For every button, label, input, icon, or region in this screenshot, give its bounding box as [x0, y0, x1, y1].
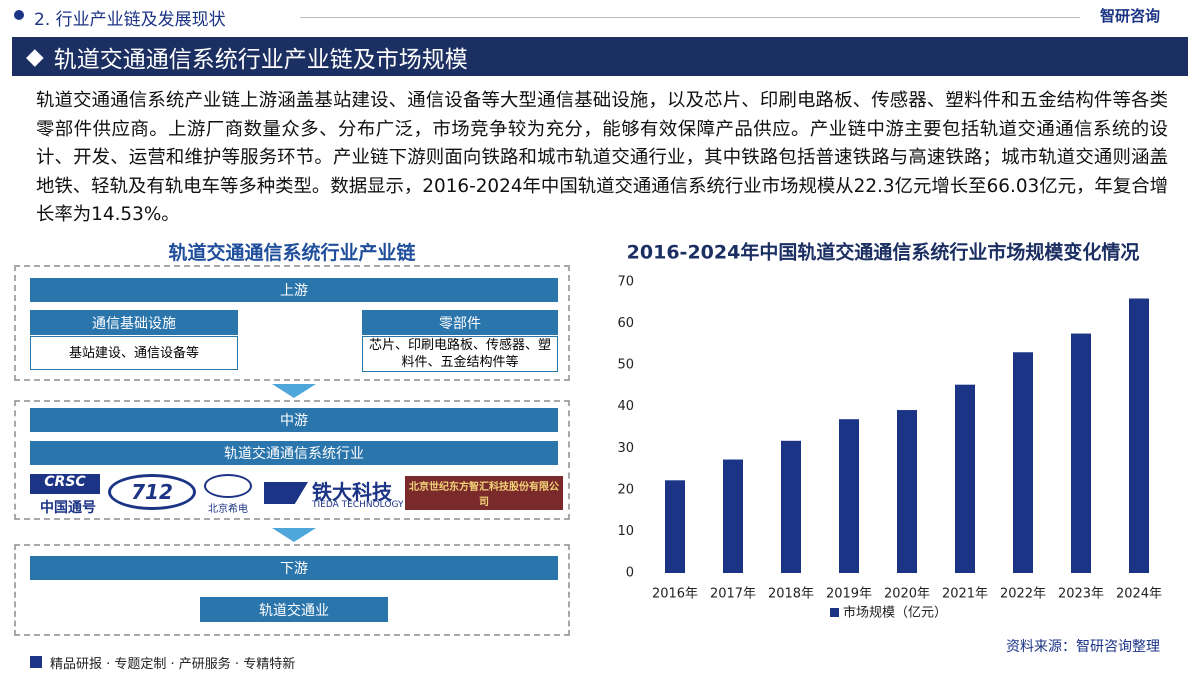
logo: 北京世纪东方智汇科技股份有限公司 [405, 476, 563, 510]
box [14, 400, 570, 520]
logo: CRSC [30, 474, 100, 494]
title-bar: ◆ 轨道交通通信系统行业产业链及市场规模 [12, 37, 1188, 76]
x-tick-label: 2020年 [884, 587, 930, 602]
source: 资料来源：智研咨询整理 [1006, 639, 1160, 655]
box [14, 544, 570, 636]
y-tick-label: 50 [617, 358, 634, 373]
bar [839, 419, 859, 573]
stage-sub: 零部件 [362, 310, 558, 335]
x-tick-label: 2023年 [1058, 587, 1104, 602]
stage-text: 基站建设、通信设备等 [30, 336, 238, 370]
title: 轨道交通通信系统行业产业链及市场规模 [53, 46, 468, 73]
bar [897, 410, 917, 573]
diamond: ◆ [26, 43, 44, 70]
footer-icon [30, 656, 42, 668]
bar [781, 440, 801, 573]
chart-title: 2016-2024年中国轨道交通通信系统行业市场规模变化情况 [627, 241, 1140, 264]
x-tick-label: 2022年 [1000, 587, 1046, 602]
arrow [272, 528, 316, 542]
logo: TIEDA TECHNOLOGY [312, 500, 404, 510]
x-tick-label: 2024年 [1116, 587, 1162, 602]
bar [723, 459, 743, 573]
chart: 2016-2024年中国轨道交通通信系统行业市场规模变化情况 0 10 20 30 40… [617, 241, 1162, 621]
section: 2. 行业产业链及发展现状 [34, 10, 226, 30]
arrow [272, 384, 316, 398]
y-tick-label: 60 [617, 316, 634, 331]
logo-mark [264, 482, 308, 504]
stage-sub: 通信基础设施 [30, 310, 238, 335]
logo-mark [204, 474, 252, 498]
x-tick-label: 2021年 [942, 587, 988, 602]
diagram-title: 轨道交通通信系统行业产业链 [168, 242, 416, 264]
brand: 智研咨询 [1100, 7, 1161, 25]
x-tick-label: 2019年 [826, 587, 872, 602]
x-tick-label: 2017年 [710, 587, 756, 602]
stage: 下游 [30, 556, 558, 580]
y-tick-label: 10 [617, 524, 634, 539]
dot [14, 10, 24, 20]
stage-sub: 轨道交通业 [200, 597, 388, 622]
y-tick-label: 40 [617, 399, 634, 414]
stage-sub: 轨道交通通信系统行业 [30, 441, 558, 465]
logo: 712 [108, 474, 196, 510]
stage: 上游 [30, 278, 558, 302]
y-tick-label: 0 [626, 566, 634, 581]
logo: 中国通号 [40, 500, 96, 516]
stage-text: 芯片、印刷电路板、传感器、塑料件、五金结构件等 [362, 336, 558, 372]
rule [300, 17, 1080, 18]
y-tick-label: 20 [617, 482, 634, 497]
logo: 北京希电 [208, 504, 248, 515]
y-tick-label: 70 [617, 275, 634, 290]
bar [665, 480, 685, 573]
bar [1129, 298, 1149, 573]
x-tick-label: 2018年 [768, 587, 814, 602]
box [14, 265, 570, 381]
bar [1071, 333, 1091, 573]
x-tick-label: 2016年 [652, 587, 698, 602]
footer: 精品研报 · 专题定制 · 产研服务 · 专精特新 [50, 657, 296, 672]
legend-swatch [830, 608, 839, 617]
bar [955, 384, 975, 573]
bar [1013, 352, 1033, 573]
paragraph: 轨道交通通信系统产业链上游涵盖基站建设、通信设备等大型通信基础设施，以及芯片、印… [36, 90, 1168, 226]
y-tick-label: 30 [617, 441, 634, 456]
stage: 中游 [30, 408, 558, 432]
logo: 铁大科技 [312, 480, 392, 504]
legend-label: 市场规模（亿元） [843, 605, 947, 621]
